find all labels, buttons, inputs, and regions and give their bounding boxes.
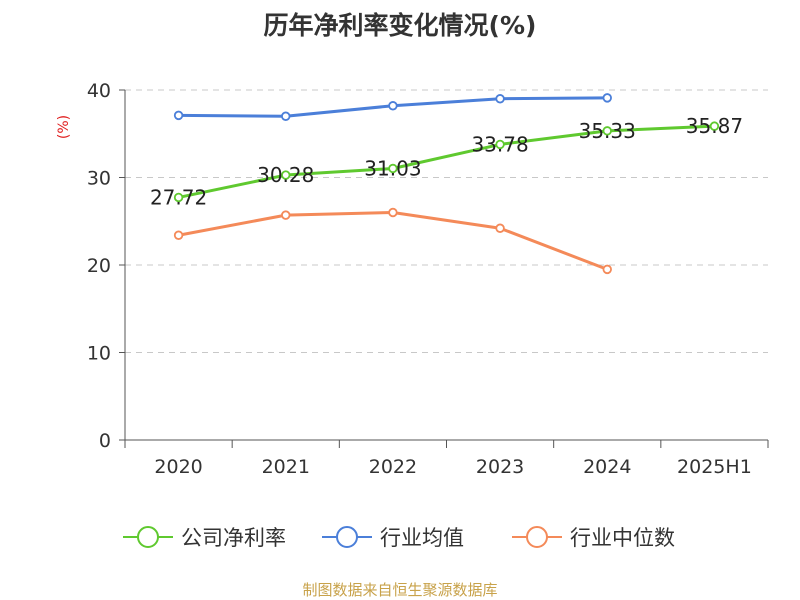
y-tick-label: 0 — [99, 430, 111, 452]
y-axis-label: (%) — [56, 115, 72, 139]
x-tick-label: 2022 — [369, 456, 417, 478]
chart-title: 历年净利率变化情况(%) — [263, 11, 537, 40]
legend[interactable]: 公司净利率 行业均值 行业中位数 — [123, 526, 675, 550]
data-point — [495, 223, 505, 233]
data-point — [602, 264, 612, 275]
data-label: 30.28 — [257, 163, 314, 187]
legend-swatch-marker — [336, 526, 358, 548]
legend-item[interactable]: 公司净利率 — [123, 526, 286, 550]
data-point — [388, 207, 398, 218]
data-point — [388, 163, 398, 174]
data-point — [388, 101, 398, 111]
x-tick-label: 2024 — [583, 456, 631, 478]
data-label: 33.78 — [471, 132, 528, 156]
series-line-2 — [178, 211, 608, 271]
y-tick-label: 40 — [87, 80, 111, 102]
series-line-0 — [178, 124, 715, 199]
legend-swatch-marker — [137, 526, 159, 548]
x-tick-label: 2020 — [154, 456, 202, 478]
y-tick-label: 20 — [87, 255, 111, 277]
legend-label: 公司净利率 — [181, 526, 286, 550]
data-point — [602, 93, 612, 103]
data-label: 31.03 — [364, 156, 421, 180]
data-point — [281, 170, 291, 180]
legend-label: 行业均值 — [380, 526, 464, 550]
data-point — [281, 210, 291, 220]
legend-label: 行业中位数 — [570, 526, 675, 550]
axes: 0 10 20 30 40 (%) 2020 2021 2022 2023 2024 2025H1 — [56, 80, 769, 478]
data-point — [495, 94, 505, 104]
data-point — [173, 110, 184, 121]
y-tick-label: 30 — [87, 168, 111, 190]
x-tick-label: 2021 — [262, 456, 310, 478]
legend-item[interactable]: 行业均值 — [322, 526, 464, 550]
x-tick-label: 2025H1 — [677, 456, 752, 478]
data-point — [173, 192, 184, 203]
data-label: 35.33 — [579, 119, 636, 143]
legend-swatch-marker — [526, 526, 548, 548]
series-lines: 27.72 30.28 31.03 33.78 35.33 35.87 — [150, 93, 743, 275]
grid-lines — [125, 89, 768, 353]
legend-item[interactable]: 行业中位数 — [512, 526, 675, 550]
data-point — [709, 121, 720, 131]
data-point — [602, 126, 612, 136]
data-point — [495, 139, 505, 150]
source-note: 制图数据来自恒生聚源数据库 — [302, 581, 498, 599]
data-label: 27.72 — [150, 185, 207, 209]
data-point — [173, 230, 184, 240]
data-label: 35.87 — [686, 114, 743, 138]
y-tick-label: 10 — [87, 343, 111, 365]
data-point — [281, 111, 291, 121]
x-tick-label: 2023 — [476, 456, 524, 478]
